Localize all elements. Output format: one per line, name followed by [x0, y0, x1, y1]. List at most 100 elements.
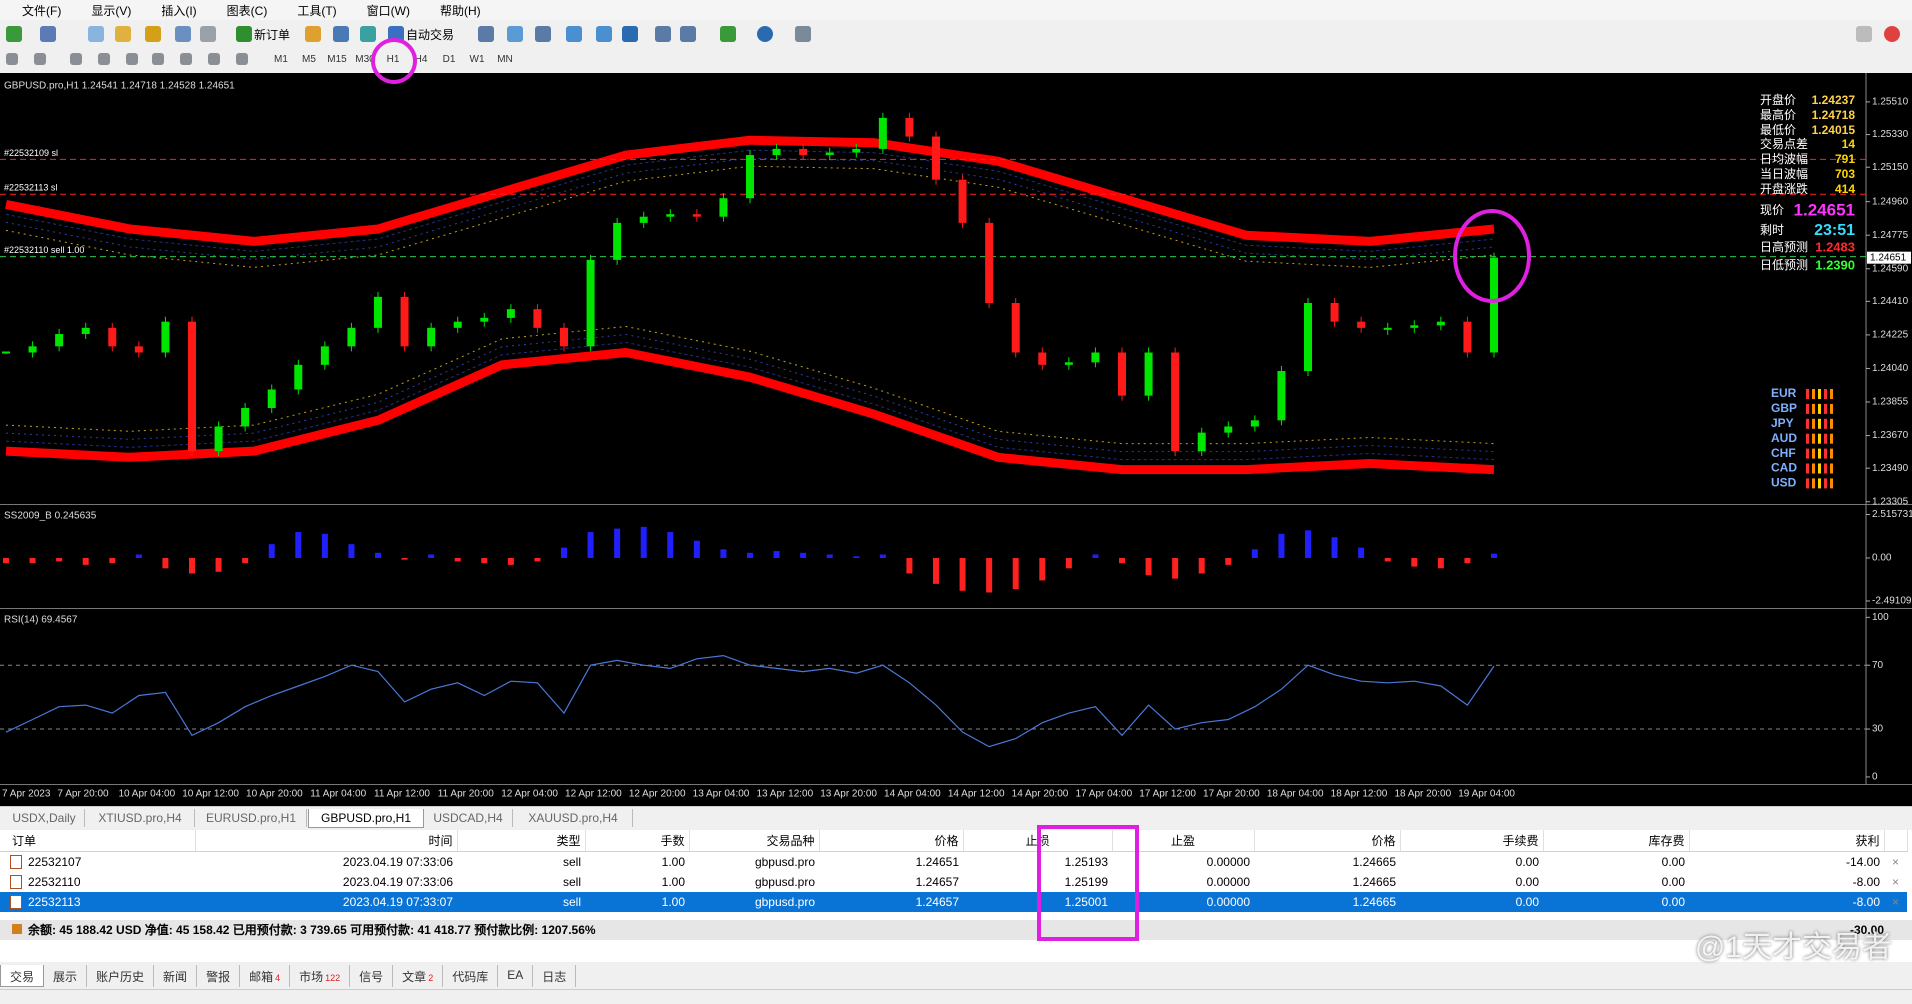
- cell: 1.24665: [1254, 872, 1400, 892]
- chart-tab[interactable]: XAUUSD.pro,H4: [514, 809, 633, 827]
- icon[interactable]: [795, 26, 811, 42]
- icon[interactable]: [720, 26, 736, 42]
- candle: [214, 426, 223, 452]
- terminal-tab[interactable]: 信号: [350, 965, 394, 987]
- column-header[interactable]: 库存费: [1543, 830, 1690, 852]
- icon[interactable]: [507, 26, 523, 42]
- close-button[interactable]: ×: [1884, 892, 1907, 912]
- column-header[interactable]: 手数: [585, 830, 690, 852]
- y-tick-label: 1.23855: [1872, 397, 1909, 408]
- cell-text: 22532107: [28, 854, 82, 869]
- column-header[interactable]: 类型: [457, 830, 586, 852]
- menu-item[interactable]: 图表(C): [226, 3, 268, 18]
- terminal-tab[interactable]: 展示: [44, 965, 88, 987]
- terminal-tab[interactable]: 新闻: [154, 965, 198, 987]
- icon[interactable]: [305, 26, 321, 42]
- terminal-tab[interactable]: 账户历史: [87, 965, 155, 987]
- icon[interactable]: [145, 26, 161, 42]
- column-header[interactable]: 时间: [195, 830, 458, 852]
- icon[interactable]: [655, 26, 671, 42]
- menu-item[interactable]: 显示(V): [91, 3, 132, 18]
- column-header[interactable]: 止损: [963, 830, 1113, 852]
- new-order-button[interactable]: 新订单: [254, 28, 291, 42]
- candle: [613, 222, 622, 260]
- info-label: 最高价: [1760, 107, 1796, 122]
- histogram-bar: [454, 557, 461, 562]
- menu-item[interactable]: 工具(T): [297, 3, 337, 18]
- auto-trading-button[interactable]: 自动交易: [406, 28, 455, 42]
- tool-icon[interactable]: [34, 53, 46, 65]
- terminal-tab[interactable]: 市场 122: [290, 965, 351, 987]
- icon[interactable]: [88, 26, 104, 42]
- terminal-tab[interactable]: 邮箱 4: [240, 965, 291, 987]
- icon[interactable]: [680, 26, 696, 42]
- terminal-tab[interactable]: 警报: [197, 965, 241, 987]
- column-header[interactable]: 价格: [1254, 830, 1401, 852]
- tool-icon[interactable]: [236, 53, 248, 65]
- icon[interactable]: [535, 26, 551, 42]
- timeframe-button[interactable]: MN: [497, 54, 513, 65]
- timeframe-button[interactable]: M15: [327, 54, 347, 65]
- icon[interactable]: [478, 26, 494, 42]
- icon[interactable]: [236, 26, 252, 42]
- terminal-tab[interactable]: 日志: [533, 965, 577, 987]
- info-value: 1.2483: [1815, 239, 1855, 254]
- chart-tab[interactable]: GBPUSD.pro,H1: [308, 809, 424, 828]
- notification-icon[interactable]: [1884, 26, 1900, 42]
- icon[interactable]: [115, 26, 131, 42]
- candle: [1383, 327, 1392, 330]
- tool-icon[interactable]: [126, 53, 138, 65]
- timeframe-button[interactable]: M1: [274, 54, 288, 65]
- column-header[interactable]: 交易品种: [689, 830, 820, 852]
- order-row[interactable]: 22532113 2023.04.19 07:33:07 sell 1.00 gbpus…: [0, 892, 1907, 912]
- terminal-tab[interactable]: EA: [498, 965, 534, 987]
- menu-item[interactable]: 文件(F): [22, 3, 62, 18]
- terminal-tab[interactable]: 代码库: [443, 965, 499, 987]
- chart-tab[interactable]: USDCAD,H4: [424, 809, 513, 827]
- icon[interactable]: [200, 26, 216, 42]
- icon[interactable]: [566, 26, 582, 42]
- tool-icon[interactable]: [98, 53, 110, 65]
- menu-item[interactable]: 帮助(H): [439, 3, 481, 18]
- search-icon[interactable]: [1856, 26, 1872, 42]
- timeframe-button[interactable]: M30: [355, 54, 375, 65]
- column-header[interactable]: 订单: [0, 830, 196, 852]
- order-row[interactable]: 22532110 2023.04.19 07:33:06 sell 1.00 gbpus…: [0, 872, 1907, 892]
- cell-text: 1.24665: [1352, 855, 1396, 869]
- tool-icon[interactable]: [208, 53, 220, 65]
- column-header[interactable]: 手续费: [1400, 830, 1544, 852]
- column-header[interactable]: 获利: [1689, 830, 1885, 852]
- tool-icon[interactable]: [180, 53, 192, 65]
- terminal-tab[interactable]: 交易: [0, 965, 45, 987]
- chart-tab[interactable]: EURUSD.pro,H1: [196, 809, 307, 827]
- timeframe-button[interactable]: H4: [414, 54, 428, 65]
- column-header[interactable]: 价格: [819, 830, 964, 852]
- chart-tab[interactable]: USDX,Daily: [4, 809, 85, 827]
- candle: [480, 317, 489, 322]
- tool-icon[interactable]: [152, 53, 164, 65]
- info-value: 1.2390: [1815, 257, 1855, 272]
- timeframe-button[interactable]: D1: [442, 54, 456, 65]
- order-row[interactable]: 22532107 2023.04.19 07:33:06 sell 1.00 gbpus…: [0, 852, 1907, 873]
- column-header[interactable]: 止盈: [1112, 830, 1255, 852]
- close-button[interactable]: ×: [1891, 875, 1899, 889]
- y-tick-label: 1.23490: [1872, 463, 1909, 474]
- icon[interactable]: [622, 26, 638, 42]
- chart-tab[interactable]: XTIUSD.pro,H4: [86, 809, 195, 827]
- timeframe-button[interactable]: W1: [469, 54, 485, 65]
- icon[interactable]: [175, 26, 191, 42]
- close-button[interactable]: ×: [1891, 855, 1899, 869]
- timeframe-button[interactable]: M5: [302, 54, 316, 65]
- tool-icon[interactable]: [6, 53, 18, 65]
- histogram-bar: [906, 557, 913, 574]
- icon[interactable]: [40, 26, 56, 42]
- icon[interactable]: [6, 26, 22, 42]
- menu-item[interactable]: 插入(I): [161, 3, 197, 18]
- icon[interactable]: [596, 26, 612, 42]
- icon[interactable]: [333, 26, 349, 42]
- tool-icon[interactable]: [70, 53, 82, 65]
- icon[interactable]: [757, 26, 773, 42]
- terminal-tab[interactable]: 文章 2: [393, 965, 444, 987]
- candle: [692, 214, 701, 217]
- menu-item[interactable]: 窗口(W): [366, 3, 410, 18]
